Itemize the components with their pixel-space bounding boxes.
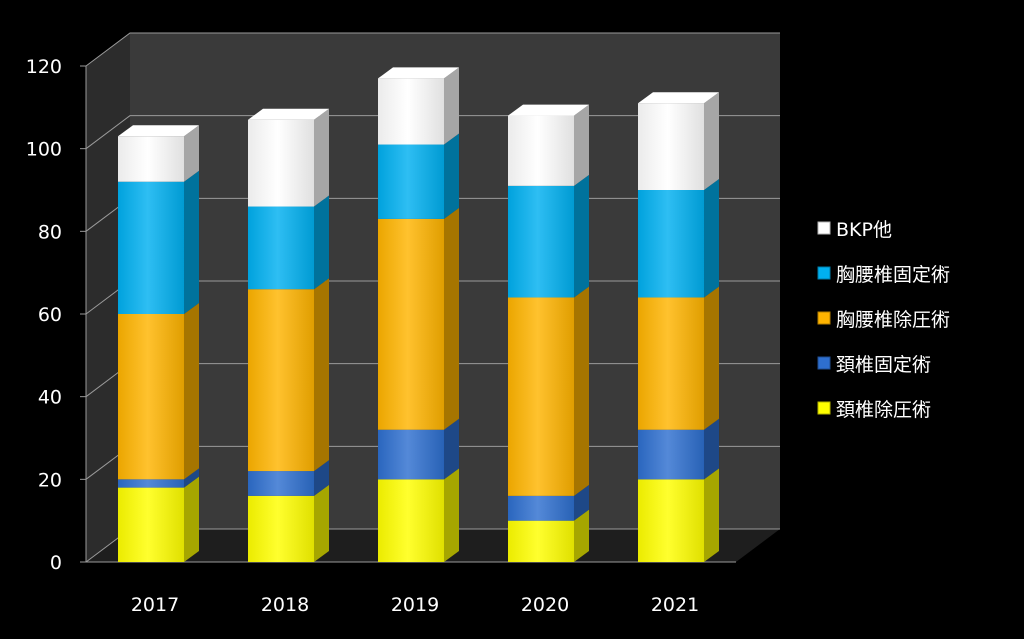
- bar-segment-2018-2: [248, 278, 329, 472]
- bar-segment-2021-0: [638, 468, 719, 562]
- bar-segment-2021-2: [638, 286, 719, 430]
- bar-segment-2020-1: [508, 484, 589, 521]
- legend-swatch: [817, 221, 831, 235]
- bar-segment-2019-4: [378, 67, 459, 145]
- bar-segment-2018-3: [248, 195, 329, 290]
- bar-segment-2017-0: [118, 476, 199, 562]
- x-tick-label-2018: 2018: [261, 594, 309, 616]
- legend-label: 頚椎固定術: [836, 354, 931, 376]
- bar-segment-2017-4: [118, 125, 199, 182]
- legend-swatch: [817, 311, 831, 325]
- bar-segment-2018-4: [248, 108, 329, 207]
- legend-label: BKP他: [836, 219, 892, 241]
- x-tick-label-2020: 2020: [521, 594, 569, 616]
- x-tick-label-2017: 2017: [131, 594, 179, 616]
- legend-label: 頚椎除圧術: [836, 399, 931, 421]
- legend-swatch: [817, 266, 831, 280]
- bar-segment-2019-2: [378, 207, 459, 430]
- bar-segment-2018-0: [248, 484, 329, 562]
- y-tick-label-80: 80: [38, 221, 62, 243]
- gridline-120: [85, 32, 780, 67]
- y-tick-label-0: 0: [50, 552, 62, 574]
- bar-segment-2020-4: [508, 104, 589, 186]
- bar-segment-2019-0: [378, 468, 459, 562]
- legend-item-1: 胸腰椎固定術: [817, 264, 950, 286]
- legend-item-0: BKP他: [817, 219, 892, 241]
- bar-segment-2019-1: [378, 418, 459, 480]
- x-tick-label-2019: 2019: [391, 594, 439, 616]
- bar-segment-2020-2: [508, 286, 589, 496]
- bar-segment-2017-1: [118, 468, 199, 488]
- y-tick-label-120: 120: [26, 56, 62, 78]
- bar-segment-2017-3: [118, 170, 199, 314]
- bar-segment-2019-3: [378, 133, 459, 219]
- bar-segment-2018-1: [248, 460, 329, 496]
- x-tick-label-2021: 2021: [651, 594, 699, 616]
- bar-segment-2020-0: [508, 509, 589, 562]
- bar-segment-2020-3: [508, 174, 589, 298]
- y-tick-label-60: 60: [38, 304, 62, 326]
- legend-swatch: [817, 401, 831, 415]
- bar-segment-2021-1: [638, 418, 719, 480]
- legend-item-3: 頚椎固定術: [817, 354, 931, 376]
- legend-label: 胸腰椎除圧術: [836, 309, 950, 331]
- legend-item-4: 頚椎除圧術: [817, 399, 931, 421]
- legend-item-2: 胸腰椎除圧術: [817, 309, 950, 331]
- bar-segment-2021-4: [638, 92, 719, 190]
- y-tick-label-40: 40: [38, 387, 62, 409]
- y-tick-label-100: 100: [26, 139, 62, 161]
- y-tick-label-20: 20: [38, 469, 62, 491]
- legend-swatch: [817, 356, 831, 370]
- bar-segment-2021-3: [638, 179, 719, 298]
- bar-segment-2017-2: [118, 303, 199, 480]
- legend-label: 胸腰椎固定術: [836, 264, 950, 286]
